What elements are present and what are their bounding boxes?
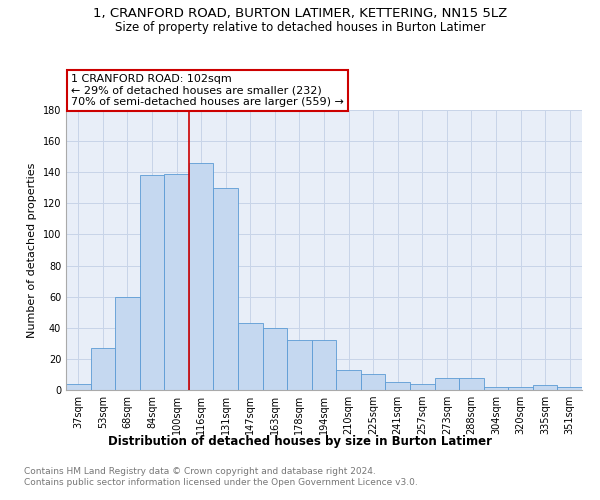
- Bar: [484, 387, 508, 390]
- Bar: [164, 174, 189, 390]
- Bar: [66, 384, 91, 390]
- Bar: [214, 188, 238, 390]
- Bar: [508, 387, 533, 390]
- Bar: [140, 176, 164, 390]
- Text: Contains HM Land Registry data © Crown copyright and database right 2024.
Contai: Contains HM Land Registry data © Crown c…: [24, 468, 418, 487]
- Bar: [361, 374, 385, 390]
- Bar: [459, 378, 484, 390]
- Bar: [91, 348, 115, 390]
- Bar: [336, 370, 361, 390]
- Text: Distribution of detached houses by size in Burton Latimer: Distribution of detached houses by size …: [108, 435, 492, 448]
- Bar: [385, 382, 410, 390]
- Bar: [263, 328, 287, 390]
- Text: Size of property relative to detached houses in Burton Latimer: Size of property relative to detached ho…: [115, 21, 485, 34]
- Bar: [115, 296, 140, 390]
- Bar: [287, 340, 312, 390]
- Bar: [557, 387, 582, 390]
- Bar: [434, 378, 459, 390]
- Text: 1 CRANFORD ROAD: 102sqm
← 29% of detached houses are smaller (232)
70% of semi-d: 1 CRANFORD ROAD: 102sqm ← 29% of detache…: [71, 74, 344, 107]
- Text: 1, CRANFORD ROAD, BURTON LATIMER, KETTERING, NN15 5LZ: 1, CRANFORD ROAD, BURTON LATIMER, KETTER…: [93, 8, 507, 20]
- Bar: [312, 340, 336, 390]
- Bar: [410, 384, 434, 390]
- Bar: [238, 323, 263, 390]
- Bar: [189, 163, 214, 390]
- Y-axis label: Number of detached properties: Number of detached properties: [27, 162, 37, 338]
- Bar: [533, 386, 557, 390]
